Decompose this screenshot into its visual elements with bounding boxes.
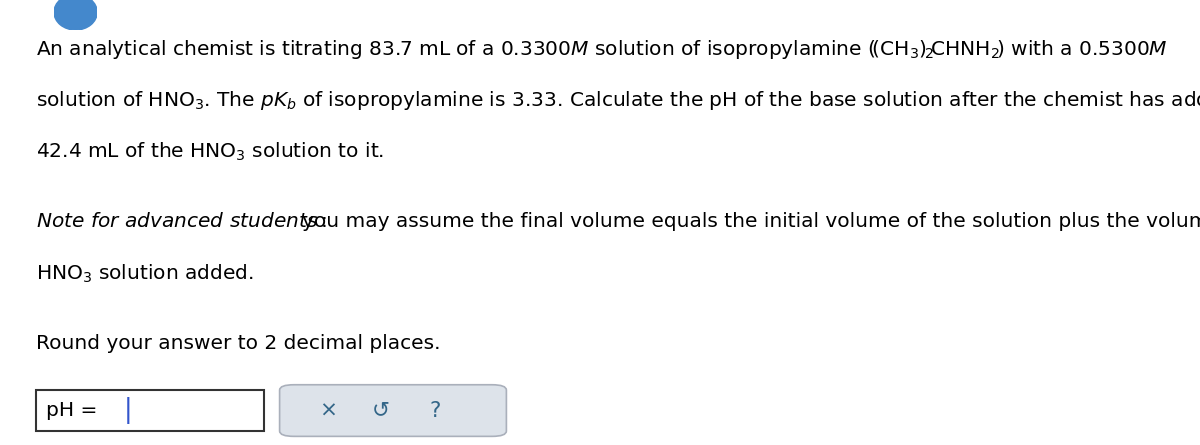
Text: 42.4 mL of the $\mathrm{HNO_3}$ solution to it.: 42.4 mL of the $\mathrm{HNO_3}$ solution… [36, 140, 384, 163]
Text: solution of $\mathrm{HNO_3}$. The $p\mathit{K}_b$ of isopropylamine is 3.33. Cal: solution of $\mathrm{HNO_3}$. The $p\mat… [36, 89, 1200, 112]
Text: An analytical chemist is titrating 83.7 mL of a 0.3300$\mathit{M}$ solution of i: An analytical chemist is titrating 83.7 … [36, 38, 1168, 61]
Text: $\mathrm{HNO_3}$ solution added.: $\mathrm{HNO_3}$ solution added. [36, 263, 253, 286]
Text: ×: × [319, 400, 336, 421]
Text: ?: ? [430, 400, 442, 421]
Text: you may assume the final volume equals the initial volume of the solution plus t: you may assume the final volume equals t… [302, 212, 1200, 231]
Text: |: | [124, 397, 132, 424]
Text: $\it{Note\ for\ advanced\ students:}$: $\it{Note\ for\ advanced\ students:}$ [36, 212, 328, 231]
Text: pH =: pH = [46, 401, 103, 420]
Text: Round your answer to 2 decimal places.: Round your answer to 2 decimal places. [36, 334, 440, 353]
Circle shape [54, 0, 97, 30]
Text: ↺: ↺ [372, 400, 389, 421]
